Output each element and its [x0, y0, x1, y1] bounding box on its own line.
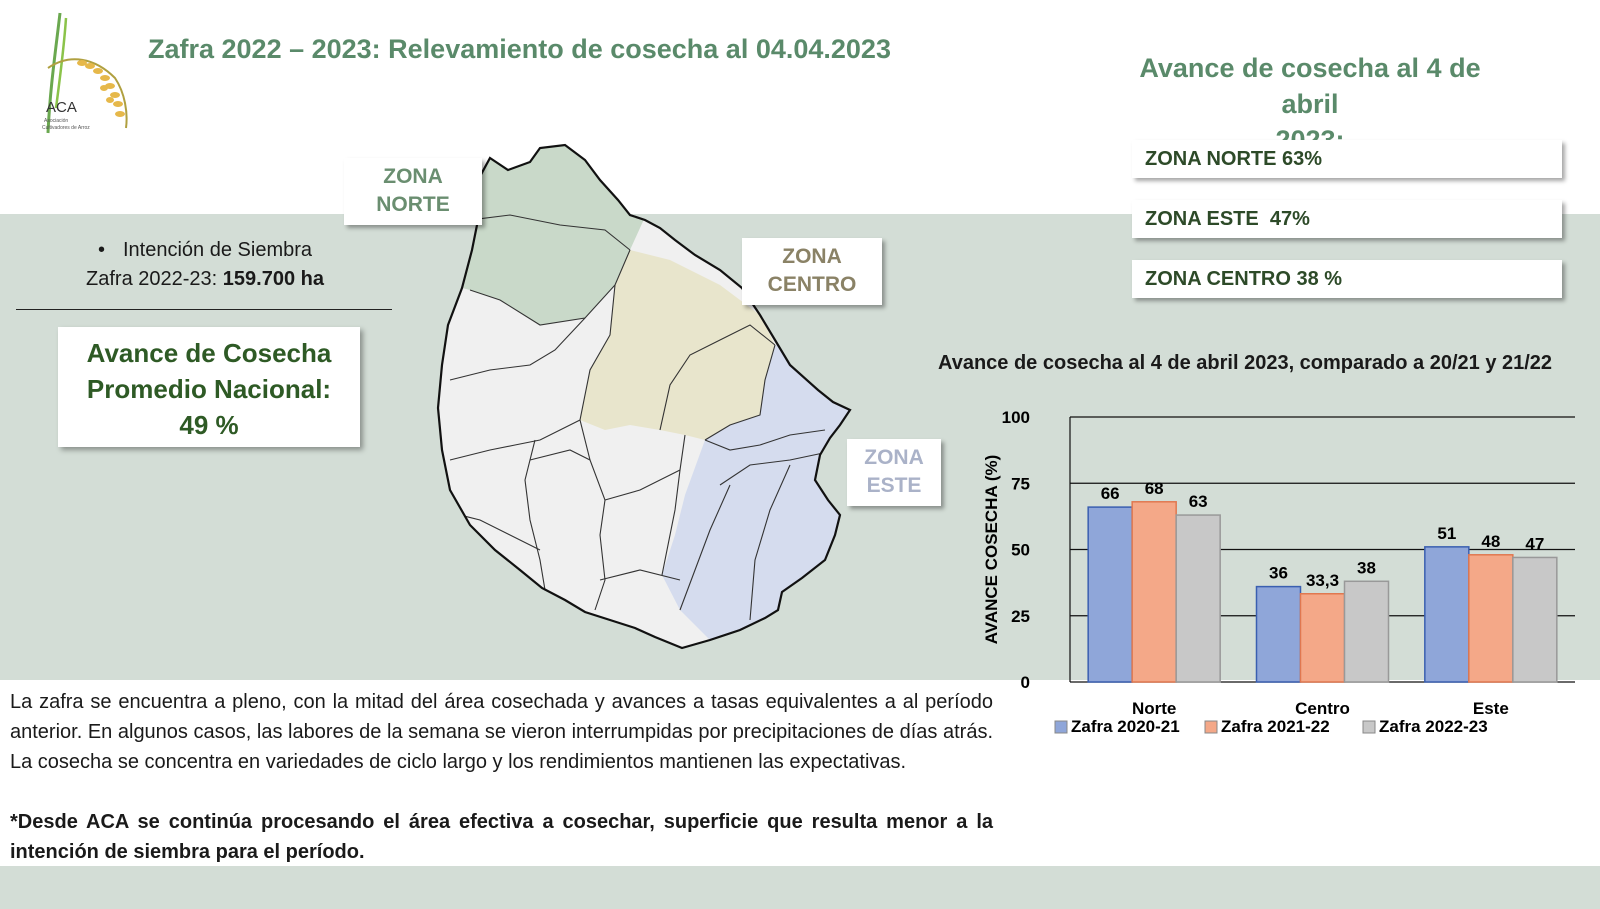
bar	[1343, 580, 1390, 683]
bar	[1175, 514, 1221, 683]
map-label-este: ZONA ESTE	[847, 439, 941, 506]
promedio-nacional-box: Avance de Cosecha Promedio Nacional: 49 …	[58, 327, 360, 447]
map-label-norte-line2: NORTE	[376, 193, 450, 216]
data-label: 51	[1437, 524, 1456, 543]
zone-norte-box: ZONA NORTE 63%	[1132, 140, 1562, 178]
bar	[1131, 501, 1177, 683]
intencion-prefix: Zafra 2022-23:	[86, 268, 223, 290]
data-label: 66	[1101, 484, 1120, 503]
map-label-norte: ZONA NORTE	[344, 158, 482, 225]
body-paragraph: La zafra se encuentra a pleno, con la mi…	[10, 691, 993, 773]
bar	[1512, 556, 1558, 683]
legend-swatch	[1054, 720, 1068, 734]
legend-label: Zafra 2020-21	[1071, 717, 1180, 736]
bar	[1087, 506, 1133, 683]
legend-swatch	[1362, 720, 1376, 734]
divider	[16, 309, 392, 310]
nacional-line2: Promedio Nacional:	[86, 374, 332, 404]
map-label-centro-line2: CENTRO	[767, 273, 857, 296]
page-title: Zafra 2022 – 2023: Relevamiento de cosec…	[148, 34, 891, 64]
legend-swatch	[1204, 720, 1218, 734]
bar-chart: 0 25 50 75 100 AVANCE COSECHA (%) 66 68 63 Norte 3…	[985, 408, 1575, 736]
y-tick-label: 100	[1002, 408, 1030, 427]
map-label-norte-line1: ZONA	[383, 165, 443, 188]
data-label: 48	[1481, 532, 1500, 551]
map-label-centro: ZONA CENTRO	[742, 238, 882, 305]
y-tick-label: 25	[1011, 607, 1030, 626]
bar	[1424, 546, 1470, 683]
background-band-bottom	[0, 866, 1600, 909]
zone-centro-box: ZONA CENTRO 38 %	[1132, 260, 1562, 298]
logo-line2: Cultivadores de Arroz	[42, 125, 90, 131]
avance-heading-line1: Avance de cosecha al 4 de abril	[1139, 53, 1481, 119]
logo-line1: Asociación	[44, 118, 68, 124]
bullet-icon: •	[97, 239, 105, 261]
chart-title: Avance de cosecha al 4 de abril 2023, co…	[938, 352, 1553, 374]
intencion-value: 159.700 ha	[222, 268, 324, 290]
data-label: 38	[1357, 558, 1376, 577]
map-label-centro-line1: ZONA	[782, 245, 842, 268]
bar	[1255, 585, 1302, 683]
y-tick-label: 50	[1011, 541, 1030, 560]
nacional-value: 49 %	[179, 410, 239, 440]
y-tick-label: 0	[1021, 673, 1030, 692]
intencion-siembra: • Intención de Siembra Zafra 2022-23: 159…	[40, 236, 370, 294]
zone-este-box: ZONA ESTE 47%	[1132, 200, 1562, 238]
data-label: 33,3	[1306, 571, 1339, 590]
data-label: 47	[1525, 534, 1544, 553]
data-label: 68	[1145, 479, 1164, 498]
intencion-line1: Intención de Siembra	[123, 239, 313, 261]
legend-label: Zafra 2022-23	[1379, 717, 1488, 736]
uruguay-map	[436, 143, 852, 650]
x-tick-label: Centro	[1295, 699, 1350, 718]
bar	[1468, 554, 1514, 683]
data-label: 63	[1189, 492, 1208, 511]
x-tick-label: Norte	[1132, 699, 1176, 718]
y-tick-label: 75	[1011, 474, 1030, 493]
logo-acronym: ACA	[46, 99, 77, 116]
nacional-line1: Avance de Cosecha	[86, 338, 332, 368]
map-region-centro	[580, 250, 775, 440]
bar	[1299, 593, 1346, 683]
aca-logo: ACA Asociación Cultivadores de Arroz	[42, 12, 128, 134]
y-axis-label: AVANCE COSECHA (%)	[985, 455, 1001, 645]
legend-label: Zafra 2021-22	[1221, 717, 1330, 736]
map-label-este-line1: ZONA	[864, 446, 924, 469]
map-label-este-line2: ESTE	[866, 474, 922, 497]
x-tick-label: Este	[1473, 699, 1509, 718]
data-label: 36	[1269, 564, 1288, 583]
body-note: *Desde ACA se continúa procesando el áre…	[10, 811, 993, 863]
